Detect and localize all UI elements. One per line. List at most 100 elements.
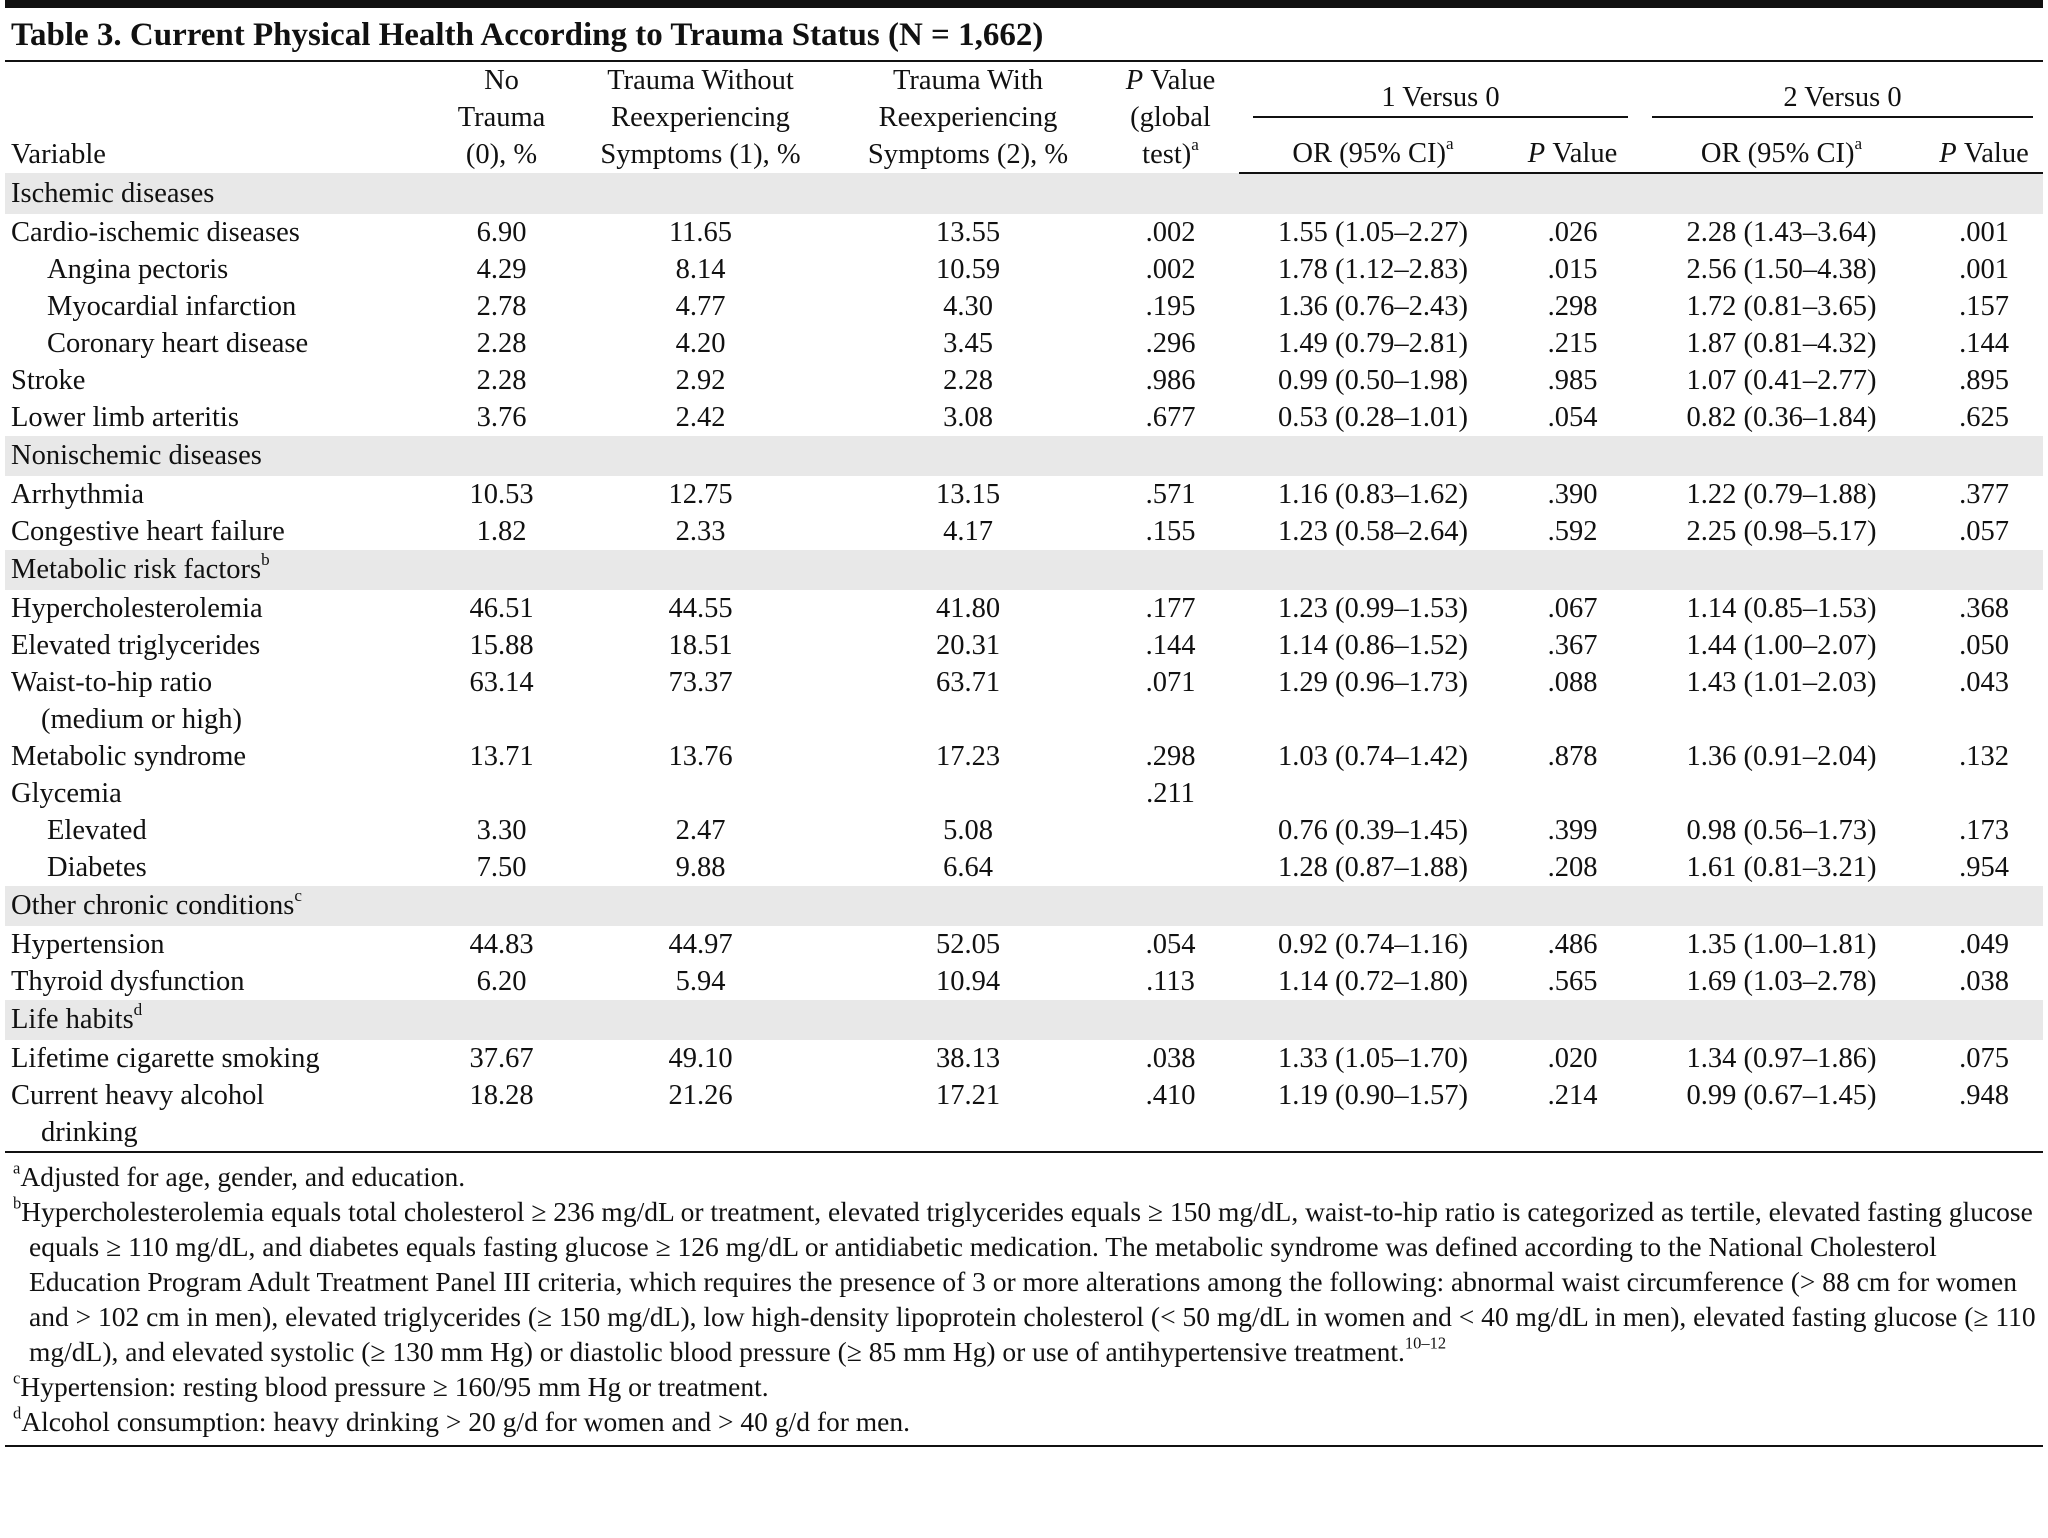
label-line: Metabolic syndrome — [11, 741, 247, 772]
data-cell: 1.14 (0.85–1.53) — [1638, 590, 1925, 627]
data-row: Hypercholesterolemia 46.51 44.55 41.80 .177 1… — [5, 590, 2043, 627]
cell-value: 17.21 — [935, 1080, 1001, 1111]
row-label: Hypertension — [5, 926, 436, 963]
row-label: Waist-to-hip ratio (medium or high) — [5, 664, 436, 738]
data-cell: 1.28 (0.87–1.88) — [1239, 849, 1507, 886]
data-cell: .054 — [1507, 399, 1638, 436]
data-cell — [834, 775, 1102, 812]
top-rule — [5, 0, 2043, 8]
data-cell: .878 — [1507, 738, 1638, 775]
section-title: Metabolic risk factorsb — [5, 550, 2044, 590]
header-line: test)a — [1102, 136, 1239, 173]
cell-value: 2.78 — [476, 291, 527, 322]
data-cell: 4.29 — [436, 251, 567, 288]
data-cell: 1.43 (1.01–2.03) — [1638, 664, 1925, 738]
cell-value: 49.10 — [668, 1043, 733, 1074]
group-title: 1 Versus 0 — [1253, 80, 1629, 118]
row-label: Diabetes — [5, 849, 436, 886]
data-cell: 17.21 — [834, 1077, 1102, 1153]
header-line: Trauma — [436, 99, 567, 136]
data-cell: 73.37 — [567, 664, 834, 738]
cell-value: 1.82 — [476, 516, 527, 547]
data-cell: .486 — [1507, 926, 1638, 963]
footnote-mark: c — [13, 1368, 21, 1388]
cell-value: 4.77 — [675, 291, 726, 322]
section-text: Other chronic conditions — [11, 890, 295, 921]
cell-value: .020 — [1547, 1043, 1598, 1074]
data-cell: .144 — [1925, 325, 2043, 362]
cell-value: .571 — [1145, 479, 1196, 510]
data-cell: .057 — [1925, 513, 2043, 550]
header-text: Trauma — [457, 102, 546, 133]
cell-value: .390 — [1547, 479, 1598, 510]
data-cell — [436, 775, 567, 812]
label-line: Hypertension — [11, 929, 165, 960]
data-cell: 37.67 — [436, 1040, 567, 1077]
header-row: Variable No Trauma (0), % Trauma Without Reex… — [5, 62, 2043, 170]
data-row: Lower limb arteritis 3.76 2.42 3.08 .677 0.53… — [5, 399, 2043, 436]
cell-value: 3.76 — [476, 402, 527, 433]
data-row: Lifetime cigarette smoking 37.67 49.10 38.1… — [5, 1040, 2043, 1077]
footnote-mark: c — [294, 886, 302, 906]
data-cell: .208 — [1507, 849, 1638, 886]
header-row: OR (95% CI)a P Value OR (95% CI)a P Value — [5, 117, 2044, 174]
section-text: Nonischemic diseases — [11, 440, 262, 471]
data-cell: .214 — [1507, 1077, 1639, 1153]
cell-value: .948 — [1959, 1080, 2009, 1111]
cell-value: 1.23 (0.99–1.53) — [1278, 593, 1468, 624]
cell-value: 11.65 — [668, 217, 733, 248]
section-text: Metabolic risk factors — [11, 554, 262, 585]
data-cell: 3.76 — [436, 399, 567, 436]
row-label: Cardio-ischemic diseases — [5, 214, 436, 251]
row-label: Coronary heart disease — [5, 325, 436, 362]
data-cell: .155 — [1102, 513, 1239, 550]
cell-value: .057 — [1959, 516, 2009, 547]
label-line: Hypercholesterolemia — [11, 593, 263, 624]
data-row: Cardio-ischemic diseases 6.90 11.65 13.55 .0… — [5, 214, 2043, 251]
data-cell: .026 — [1507, 214, 1638, 251]
data-cell: 1.23 (0.99–1.53) — [1239, 590, 1507, 627]
data-row: Elevated 3.30 2.47 5.08 0.76 (0.39–1.45) .399… — [5, 812, 2043, 849]
data-cell: .020 — [1507, 1040, 1638, 1077]
italic-symbol: P — [1527, 138, 1546, 169]
data-cell: 0.76 (0.39–1.45) — [1239, 812, 1507, 849]
cell-value: 4.20 — [675, 328, 726, 359]
cell-value: .878 — [1547, 741, 1598, 772]
label-line: Glycemia — [11, 778, 122, 809]
cell-value: .985 — [1547, 365, 1598, 396]
cell-value: 0.92 (0.74–1.16) — [1278, 929, 1468, 960]
cell-value: 20.31 — [935, 630, 1001, 661]
footnote-text: Alcohol consumption: heavy drinking > 20… — [21, 1406, 910, 1437]
cell-value: .565 — [1547, 966, 1598, 997]
cell-value: .399 — [1547, 815, 1598, 846]
cell-value: 1.78 (1.12–2.83) — [1278, 254, 1468, 285]
cell-value: 1.07 (0.41–2.77) — [1686, 365, 1877, 396]
data-cell: .592 — [1507, 513, 1638, 550]
data-row: Angina pectoris 4.29 8.14 10.59 .002 1.78 (1.… — [5, 251, 2043, 288]
footnote: dAlcohol consumption: heavy drinking > 2… — [11, 1404, 2043, 1439]
data-cell: .410 — [1102, 1077, 1239, 1153]
cell-value: 1.16 (0.83–1.62) — [1278, 479, 1468, 510]
cell-value: 1.36 (0.91–2.04) — [1686, 741, 1877, 772]
cell-value: 2.28 (1.43–3.64) — [1686, 217, 1877, 248]
header-text: OR (95% CI) — [1700, 138, 1855, 169]
data-cell: 18.28 — [436, 1077, 567, 1153]
header-cell: Trauma With Reexperiencing Symptoms (2), % — [834, 62, 1102, 173]
cell-value: 1.03 (0.74–1.42) — [1278, 741, 1468, 772]
data-cell: 1.14 (0.72–1.80) — [1239, 963, 1507, 1000]
data-row: Diabetes 7.50 9.88 6.64 1.28 (0.87–1.88) .208… — [5, 849, 2043, 886]
data-cell: 1.36 (0.91–2.04) — [1638, 738, 1925, 775]
cell-value: 2.25 (0.98–5.17) — [1686, 516, 1877, 547]
cell-value: .088 — [1547, 667, 1598, 698]
footnote-mark: d — [133, 1000, 143, 1020]
cell-value: .173 — [1959, 815, 2009, 846]
cell-value: .001 — [1959, 254, 2009, 285]
data-cell: .088 — [1507, 664, 1638, 738]
cell-value: 9.88 — [675, 852, 726, 883]
cell-value: .368 — [1959, 593, 2009, 624]
label-line: Current heavy alcohol — [11, 1080, 265, 1111]
data-cell: .625 — [1925, 399, 2043, 436]
header-text: Value — [1150, 65, 1216, 96]
data-row: Stroke 2.28 2.92 2.28 .986 0.99 (0.50–1.98) .9… — [5, 362, 2043, 399]
label-line: Thyroid dysfunction — [11, 966, 245, 997]
